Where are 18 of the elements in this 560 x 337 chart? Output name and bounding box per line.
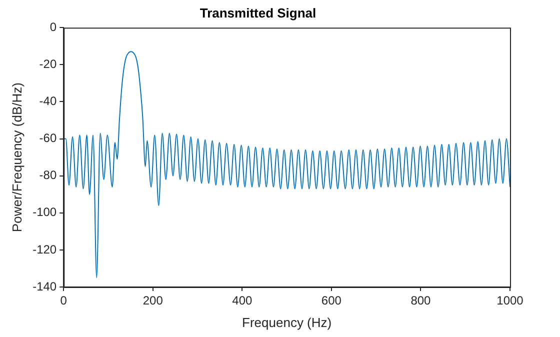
- y-axis-title: Power/Frequency (dB/Hz): [9, 82, 24, 232]
- x-tick-label: 200: [142, 294, 164, 308]
- x-tick-label: 600: [321, 294, 342, 308]
- x-tick-label: 1000: [496, 294, 524, 308]
- line-series: [64, 51, 510, 278]
- x-tick-label: 400: [232, 294, 253, 308]
- y-tick-label: -120: [32, 242, 57, 256]
- chart-title: Transmitted Signal: [200, 5, 316, 20]
- y-tick-label: -140: [32, 279, 57, 294]
- y-tick-label: -40: [39, 94, 57, 108]
- y-tick-label: -80: [39, 168, 57, 182]
- x-axis-title: Frequency (Hz): [242, 314, 332, 330]
- y-tick-label: -20: [39, 56, 57, 71]
- y-tick-label: 0: [50, 20, 57, 34]
- x-tick-label: 0: [60, 294, 68, 308]
- x-tick-label: 800: [410, 294, 432, 308]
- y-tick-label: -100: [32, 205, 57, 220]
- y-tick-label: -60: [39, 131, 57, 146]
